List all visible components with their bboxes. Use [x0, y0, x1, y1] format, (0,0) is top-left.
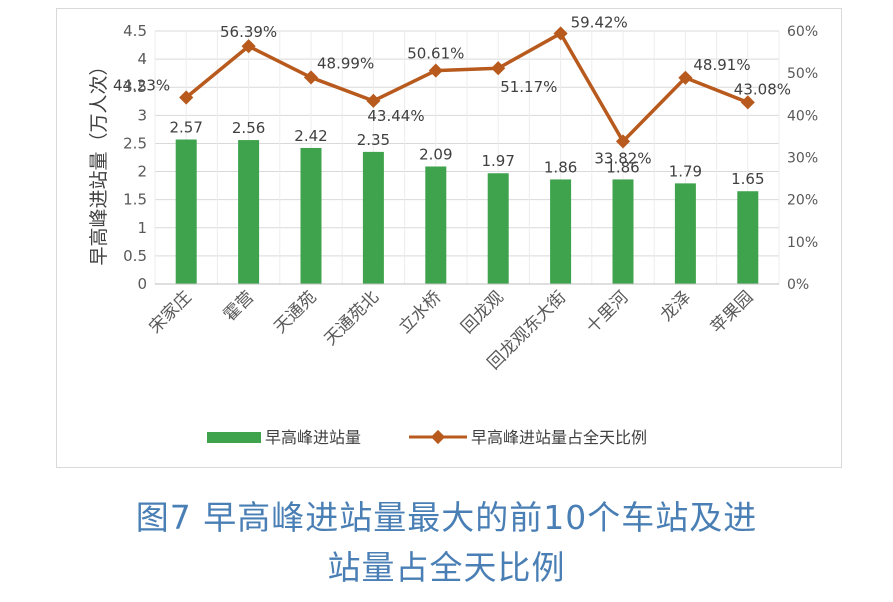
y2-tick-label: 10%	[787, 235, 818, 251]
line-value-label: 43.08%	[734, 80, 791, 98]
line-marker	[366, 93, 381, 108]
y-tick-label: 2.5	[123, 134, 147, 152]
bar	[550, 179, 572, 284]
x-category-label: 立水桥	[395, 287, 445, 337]
bar	[362, 151, 384, 284]
bar-value-label: 2.42	[294, 127, 327, 145]
bar-value-label: 1.65	[731, 170, 764, 188]
bar	[612, 179, 634, 284]
caption-line-2: 站量占全天比例	[327, 548, 566, 587]
bars	[175, 139, 759, 284]
chart-svg: 2.57 2.56 2.42 2.35 2.09 1.97 1.86 1.86 1.79 1.65…	[88, 13, 818, 447]
x-category-label: 霍营	[220, 287, 258, 325]
x-category-label: 苹果园	[707, 287, 757, 337]
y2-tick-label: 60%	[787, 24, 818, 40]
x-category-label: 十里河	[582, 287, 632, 337]
y2-tick-label: 40%	[787, 108, 818, 124]
line-value-label: 51.17%	[500, 78, 557, 96]
y-axis-title: 早高峰进站量（万人次）	[88, 56, 110, 265]
bar-value-label: 2.56	[232, 119, 265, 137]
bar-value-label: 2.57	[169, 119, 202, 137]
line-series	[179, 26, 755, 149]
line-value-label: 50.61%	[407, 45, 464, 63]
bar-value-label: 1.86	[544, 158, 577, 176]
legend-bar-swatch	[207, 432, 261, 443]
y2-tick-label: 30%	[787, 151, 818, 167]
data-labels: 2.57 2.56 2.42 2.35 2.09 1.97 1.86 1.86 1.79 1.65…	[113, 13, 791, 188]
y2-tick-label: 0%	[787, 277, 809, 293]
line-value-label: 56.39%	[220, 23, 277, 41]
caption-line-1: 图7 早高峰进站量最大的前10个车站及进	[135, 498, 758, 537]
bar-value-label: 1.86	[606, 158, 639, 176]
bar	[425, 166, 447, 284]
y-tick-label: 1.5	[123, 191, 147, 209]
y-tick-label: 0.5	[123, 247, 147, 265]
line-marker	[303, 70, 319, 85]
y-tick-label: 3.5	[123, 78, 147, 96]
x-category-label: 天通苑	[270, 287, 320, 337]
line-marker	[615, 134, 631, 149]
legend-line-label: 早高峰进站量占全天比例	[471, 428, 647, 447]
bar	[737, 191, 759, 284]
bar-value-label: 2.09	[419, 145, 452, 163]
y-tick-label: 4.5	[123, 22, 147, 40]
bar-value-label: 1.79	[669, 162, 702, 180]
x-category-label: 龙泽	[657, 287, 695, 325]
legend-line-marker	[430, 429, 446, 445]
line-value-label: 48.91%	[693, 56, 750, 74]
bar	[238, 140, 260, 284]
x-category-label: 天通苑北	[321, 287, 383, 349]
legend: 早高峰进站量 早高峰进站量占全天比例	[207, 428, 647, 447]
line-value-label: 48.99%	[317, 54, 374, 72]
y2-tick-label: 50%	[787, 66, 818, 82]
chart-frame: 2.57 2.56 2.42 2.35 2.09 1.97 1.86 1.86 1.79 1.65…	[56, 8, 842, 468]
bar-value-label: 2.35	[357, 131, 390, 149]
line-marker	[740, 95, 755, 110]
y-tick-label: 2	[137, 163, 147, 181]
line-marker	[553, 26, 568, 41]
line-marker	[428, 63, 443, 78]
bar	[674, 183, 696, 284]
bar-value-label: 1.97	[481, 152, 514, 170]
bar	[487, 173, 509, 284]
y-tick-label: 1	[137, 219, 147, 237]
legend-bar-label: 早高峰进站量	[265, 428, 361, 447]
x-category-label: 回龙观	[458, 287, 508, 337]
line-marker	[491, 61, 506, 76]
bar	[175, 139, 197, 284]
x-category-label: 宋家庄	[146, 287, 196, 337]
axes: 0 0.5 1 1.5 2 2.5 3 3.5 4 4.5 0% 10% 20% 30% 40% 50% 60%…	[123, 22, 818, 374]
line-value-label: 59.42%	[571, 13, 628, 31]
ratio-line	[185, 31, 749, 144]
y-tick-label: 0	[137, 275, 147, 293]
line-value-label: 33.82%	[594, 149, 651, 167]
y2-tick-label: 20%	[787, 193, 818, 209]
line-value-label: 43.44%	[367, 107, 424, 125]
y-tick-label: 4	[137, 50, 147, 68]
line-marker	[678, 70, 693, 85]
bar	[300, 147, 322, 284]
line-value-label: 44.23%	[113, 76, 170, 94]
y-tick-label: 3	[137, 106, 147, 124]
